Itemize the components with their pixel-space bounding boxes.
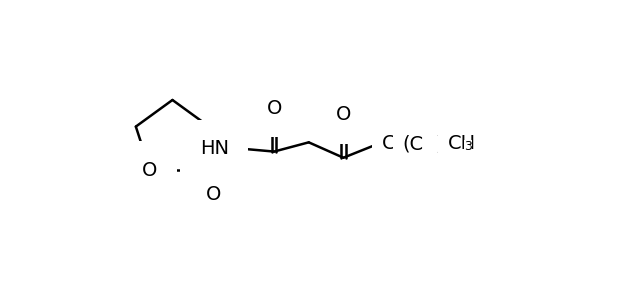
Text: 2: 2 [429, 140, 438, 154]
Text: O: O [336, 105, 351, 124]
Text: 9: 9 [442, 140, 450, 154]
Text: ): ) [435, 134, 443, 154]
Text: 3: 3 [464, 140, 472, 154]
Text: CH: CH [382, 134, 410, 154]
Text: (CH: (CH [403, 134, 438, 154]
Text: O: O [266, 99, 282, 118]
Text: O: O [142, 161, 157, 180]
Text: O: O [205, 185, 221, 204]
Text: CH: CH [448, 134, 476, 154]
Text: HN: HN [200, 139, 228, 158]
Text: 2: 2 [397, 140, 405, 154]
